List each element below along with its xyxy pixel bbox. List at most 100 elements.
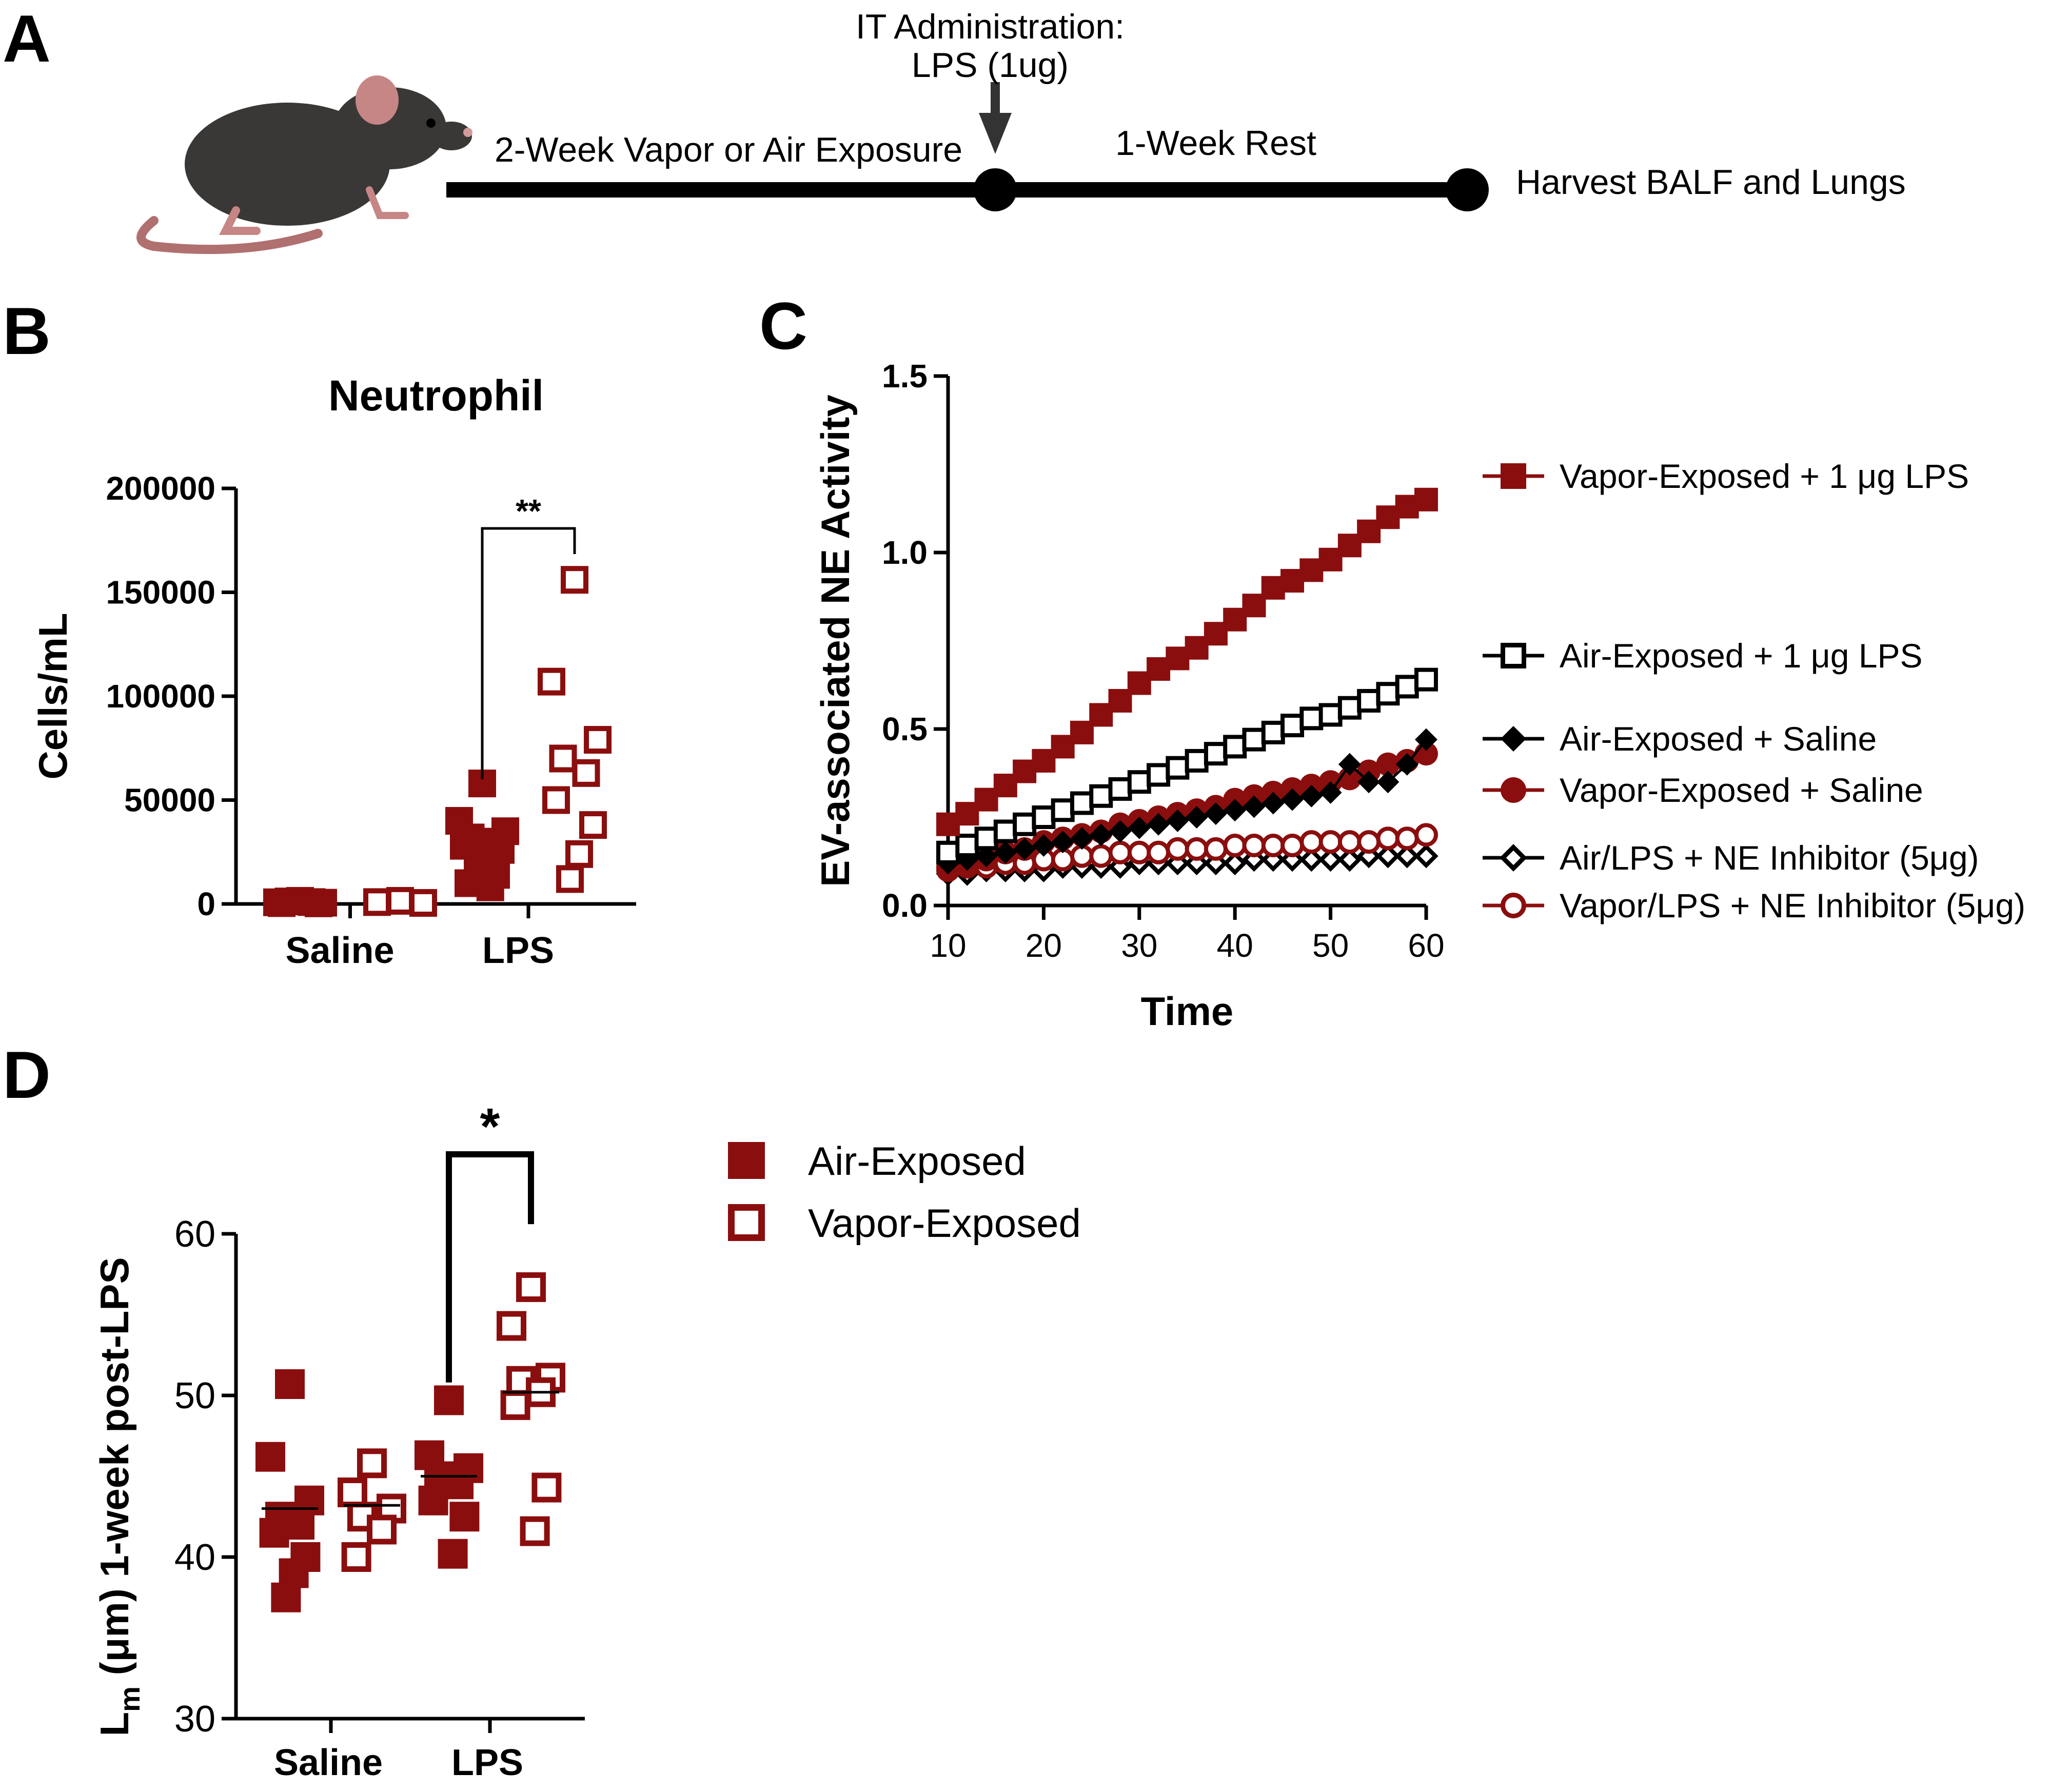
chart-c-point — [1337, 696, 1362, 720]
chart-c-legend-label: Air-Exposed + 1 μg LPS — [1560, 637, 1923, 675]
chart-c-point — [1108, 840, 1132, 864]
chart-c-point — [1319, 781, 1342, 804]
timeline-harvest-label: Harvest BALF and Lungs — [1516, 163, 1906, 202]
chart-b-point — [584, 726, 612, 754]
chart-c-point — [1414, 844, 1438, 869]
timeline-exposure-label: 2-Week Vapor or Air Exposure — [495, 130, 962, 169]
chart-c-point — [955, 834, 979, 858]
chart-c-point — [1338, 753, 1361, 776]
chart-c-point — [1299, 847, 1324, 872]
chart-c-point — [1166, 756, 1190, 780]
arrow-down-icon — [979, 113, 1012, 154]
chart-c-point — [1261, 792, 1285, 815]
chart-c-point — [1147, 763, 1171, 787]
chart-d-point — [338, 1478, 367, 1507]
chart-c-point — [1128, 816, 1151, 839]
chart-c-xlabel: Time — [1141, 989, 1234, 1034]
chart-c-xtick-label: 40 — [1217, 927, 1253, 964]
chart-c-ytick-label: 0.5 — [882, 711, 928, 747]
timeline-line — [446, 82, 1489, 211]
chart-d-ylabel-main: L — [92, 1712, 137, 1737]
chart-c-legend-marker — [1501, 893, 1526, 918]
chart-d-point — [418, 1485, 448, 1515]
chart-b-point — [561, 566, 588, 594]
chart-c-point — [1300, 784, 1323, 808]
chart-b-significance: ** — [516, 493, 541, 529]
chart-c-legend-label: Vapor-Exposed + Saline — [1560, 771, 1923, 809]
chart-c-point — [1108, 777, 1132, 801]
chart-b-ylabel: Cells/mL — [30, 613, 75, 779]
chart-c-point — [1280, 714, 1305, 738]
chart-c-point — [1223, 851, 1247, 876]
chart-c-point — [1242, 834, 1266, 858]
chart-c-ytick-label: 1.0 — [882, 534, 928, 571]
chart-c-ytick-label: 0.0 — [882, 887, 928, 924]
chart-d-point — [438, 1539, 468, 1569]
chart-c-point — [1070, 827, 1093, 850]
chart-d-legend-label: Vapor-Exposed — [808, 1200, 1081, 1246]
chart-d-ylabel-rest: (μm) 1-week post-LPS — [92, 1257, 137, 1687]
chart-b-point — [549, 744, 577, 773]
chart-b-point — [556, 865, 584, 893]
chart-c-point — [1242, 727, 1266, 752]
chart-c-point — [1357, 771, 1381, 794]
chart-c-xtick-label: 50 — [1312, 927, 1349, 964]
chart-c-point — [1070, 791, 1094, 815]
chart-c-point — [1375, 844, 1401, 869]
chart-c-point — [1166, 809, 1189, 832]
chart-c-point — [1147, 813, 1170, 836]
chart-c-legend-label: Vapor-Exposed + 1 μg LPS — [1560, 457, 1969, 495]
chart-b-point — [542, 786, 570, 814]
chart-c-xtick-label: 30 — [1121, 927, 1157, 964]
chart-c-point — [1299, 830, 1324, 854]
chart-c-point — [1414, 823, 1438, 847]
chart-c-xtick-label: 60 — [1408, 927, 1444, 964]
chart-c-point — [1032, 834, 1055, 857]
chart-b-point — [572, 759, 600, 787]
chart-c-legend-marker — [1501, 726, 1526, 752]
chart-b-title: Neutrophil — [328, 371, 544, 420]
chart-c-point — [1337, 830, 1362, 854]
chart-c-point — [1376, 771, 1399, 794]
chart-b-ytick-label: 200000 — [106, 470, 215, 507]
chart-c-point — [994, 841, 1017, 864]
timeline-harvest-dot — [1446, 168, 1489, 211]
chart-d-point — [357, 1448, 387, 1479]
chart-c-point — [1051, 831, 1074, 854]
chart-b-category-label: LPS — [482, 930, 554, 971]
chart-c-point — [1147, 840, 1171, 864]
chart-c-point — [1261, 834, 1285, 858]
chart-c-point — [1223, 735, 1247, 759]
chart-b-significance-bracket — [481, 527, 576, 779]
chart-c-legend-marker — [1501, 463, 1526, 489]
chart-c-legend-marker — [1501, 643, 1526, 668]
chart-d-category-label: Saline — [274, 1742, 383, 1783]
chart-d-point — [500, 1390, 530, 1420]
chart-c-point — [1127, 840, 1151, 864]
chart-d-ylabel: Lm (μm) 1-week post-LPS — [92, 1257, 146, 1737]
chart-c-point — [1185, 749, 1209, 773]
chart-c-point — [1376, 826, 1400, 851]
chart-d-category-label: LPS — [451, 1742, 523, 1783]
chart-c-point — [1395, 844, 1420, 869]
chart-c-point — [1013, 812, 1037, 836]
chart-c-point — [1395, 753, 1418, 776]
chart-c-legend-marker — [1501, 777, 1526, 803]
chart-c-point — [1395, 826, 1419, 851]
chart-d-point — [367, 1514, 397, 1545]
chart-b-point — [579, 811, 607, 839]
chart-c-point — [993, 819, 1017, 843]
chart-d: 30 40 50 60 Lm (μm) 1-week post-LPS Saline LPS… — [92, 1098, 1081, 1783]
chart-c-point — [1357, 688, 1381, 713]
panel-letter-c: C — [759, 288, 807, 363]
timeline-admin-dot — [974, 168, 1017, 211]
chart-c-point — [1281, 788, 1304, 811]
chart-d-ytick-label: 60 — [174, 1214, 215, 1255]
chart-c-ylabel: EV-associated NE Activity — [813, 395, 858, 887]
chart-d-point — [341, 1542, 371, 1572]
chart-c-legend-label: Vapor/LPS + NE Inhibitor (5μg) — [1560, 887, 2025, 924]
chart-d-point — [259, 1518, 289, 1548]
timeline-admin-label-line2: LPS (1ug) — [912, 46, 1069, 85]
chart-c-point — [1204, 802, 1227, 825]
